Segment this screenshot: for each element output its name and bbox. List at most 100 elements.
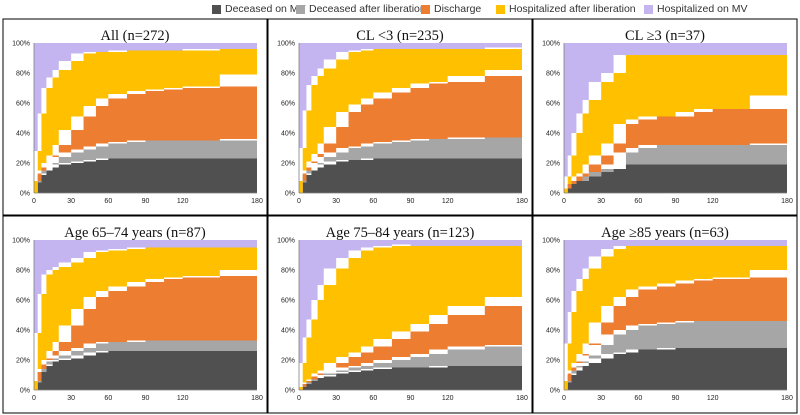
- area-series: [299, 47, 522, 193]
- area-series: [299, 158, 522, 193]
- area-series: [34, 49, 257, 193]
- legend-swatch: [212, 4, 221, 14]
- panel-title: CL <3 (n=235): [356, 28, 444, 44]
- legend-item: Discharge: [421, 2, 481, 16]
- x-tick-label: 30: [67, 198, 75, 205]
- x-tick-label: 30: [332, 198, 340, 205]
- y-tick-label: 40%: [281, 131, 295, 138]
- y-tick-label: 60%: [281, 101, 295, 108]
- legend-item: Hospitalized on MV: [644, 2, 747, 16]
- legend-item: Deceased on MV: [212, 2, 306, 16]
- area-series: [564, 143, 787, 193]
- x-tick-label: 120: [442, 395, 454, 402]
- y-tick-label: 0%: [285, 388, 295, 395]
- y-tick-label: 0%: [285, 191, 295, 198]
- area-series: [564, 348, 787, 390]
- area-series: [564, 270, 787, 390]
- area-series: [564, 240, 787, 390]
- x-tick-label: 120: [442, 198, 454, 205]
- x-tick-label: 90: [407, 395, 415, 402]
- x-tick-label: 120: [177, 395, 189, 402]
- x-tick-label: 60: [634, 395, 642, 402]
- area-series: [299, 70, 522, 193]
- y-tick-label: 20%: [16, 161, 30, 168]
- y-tick-label: 100%: [12, 238, 30, 245]
- area-series: [299, 345, 522, 390]
- x-tick-label: 30: [332, 395, 340, 402]
- y-tick-label: 0%: [20, 191, 30, 198]
- panel-title: Age ≥85 years (n=63): [601, 225, 729, 241]
- x-tick-label: 30: [597, 395, 605, 402]
- area-series: [564, 321, 787, 390]
- x-tick-label: 180: [251, 198, 263, 205]
- y-tick-label: 100%: [277, 41, 295, 48]
- x-tick-label: 90: [407, 198, 415, 205]
- y-tick-label: 20%: [546, 161, 560, 168]
- y-tick-label: 40%: [546, 131, 560, 138]
- legend-label: Deceased on MV: [225, 3, 306, 15]
- x-tick-label: 180: [781, 198, 793, 205]
- y-tick-label: 100%: [542, 238, 560, 245]
- chart-panel: All (n=272) 0% 20% 40% 60% 80% 100% 0 30 60 90 120 1…: [2, 18, 268, 216]
- area-series: [34, 158, 257, 193]
- y-tick-label: 40%: [16, 328, 30, 335]
- x-tick-label: 90: [142, 198, 150, 205]
- y-tick-label: 80%: [16, 268, 30, 275]
- x-tick-label: 120: [707, 198, 719, 205]
- panel-title: Age 65–74 years (n=87): [64, 225, 206, 241]
- y-tick-label: 0%: [550, 388, 560, 395]
- x-tick-label: 0: [297, 198, 301, 205]
- legend-item: Deceased after liberation: [296, 2, 426, 16]
- y-tick-label: 80%: [281, 268, 295, 275]
- area-series: [34, 340, 257, 390]
- panel-title: All (n=272): [101, 28, 170, 44]
- x-tick-label: 180: [516, 395, 528, 402]
- y-tick-label: 20%: [546, 358, 560, 365]
- area-series: [34, 270, 257, 390]
- x-tick-label: 180: [516, 198, 528, 205]
- x-tick-label: 60: [634, 198, 642, 205]
- area-series: [299, 297, 522, 390]
- x-tick-label: 120: [707, 395, 719, 402]
- x-tick-label: 120: [177, 198, 189, 205]
- legend-item: Hospitalized after liberation: [496, 2, 636, 16]
- panel-title: Age 75–84 years (n=123): [326, 225, 475, 241]
- x-tick-label: 30: [597, 198, 605, 205]
- legend-swatch: [421, 4, 430, 14]
- y-tick-label: 0%: [20, 388, 30, 395]
- x-tick-label: 0: [562, 395, 566, 402]
- x-tick-label: 90: [142, 395, 150, 402]
- y-tick-label: 80%: [281, 71, 295, 78]
- chart-panel: CL ≥3 (n=37) 0% 20% 40% 60% 80% 100% 0 30 60 90 120…: [532, 18, 798, 216]
- x-tick-label: 180: [781, 395, 793, 402]
- area-series: [564, 246, 787, 390]
- area-series: [564, 55, 787, 193]
- x-tick-label: 0: [297, 395, 301, 402]
- panel-title: CL ≥3 (n=37): [625, 28, 705, 44]
- area-series: [299, 43, 522, 193]
- y-tick-label: 40%: [16, 131, 30, 138]
- x-tick-label: 90: [672, 395, 680, 402]
- x-tick-label: 0: [32, 395, 36, 402]
- y-tick-label: 0%: [550, 191, 560, 198]
- x-tick-label: 180: [251, 395, 263, 402]
- legend: Deceased on MV Deceased after liberation D…: [0, 0, 800, 18]
- legend-label: Hospitalized on MV: [657, 3, 748, 15]
- y-tick-label: 20%: [281, 358, 295, 365]
- y-tick-label: 100%: [542, 41, 560, 48]
- area-series: [34, 43, 257, 193]
- area-series: [34, 351, 257, 390]
- chart-panel: Age 75–84 years (n=123) 0% 20% 40% 60% 80% 100…: [267, 215, 533, 414]
- y-tick-label: 80%: [546, 268, 560, 275]
- area-series: [564, 164, 787, 193]
- legend-label: Discharge: [434, 3, 482, 15]
- area-series: [34, 139, 257, 193]
- chart-panel: Age 65–74 years (n=87) 0% 20% 40% 60% 80% 100%…: [2, 215, 268, 414]
- area-series: [299, 240, 522, 390]
- y-tick-label: 40%: [281, 328, 295, 335]
- y-tick-label: 100%: [277, 238, 295, 245]
- area-series: [34, 247, 257, 390]
- legend-label: Hospitalized after liberation: [509, 3, 636, 15]
- y-tick-label: 80%: [16, 71, 30, 78]
